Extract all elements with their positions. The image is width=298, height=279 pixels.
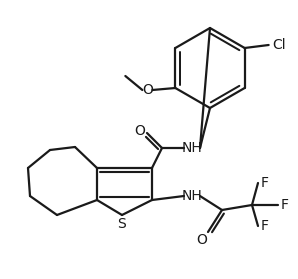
Text: F: F [281, 198, 289, 212]
Text: F: F [261, 176, 269, 190]
Text: NH: NH [181, 189, 202, 203]
Text: F: F [261, 219, 269, 233]
Text: NH: NH [181, 141, 202, 155]
Text: O: O [135, 124, 145, 138]
Text: O: O [197, 233, 207, 247]
Text: O: O [142, 83, 153, 97]
Text: Cl: Cl [272, 38, 285, 52]
Text: S: S [118, 217, 126, 231]
